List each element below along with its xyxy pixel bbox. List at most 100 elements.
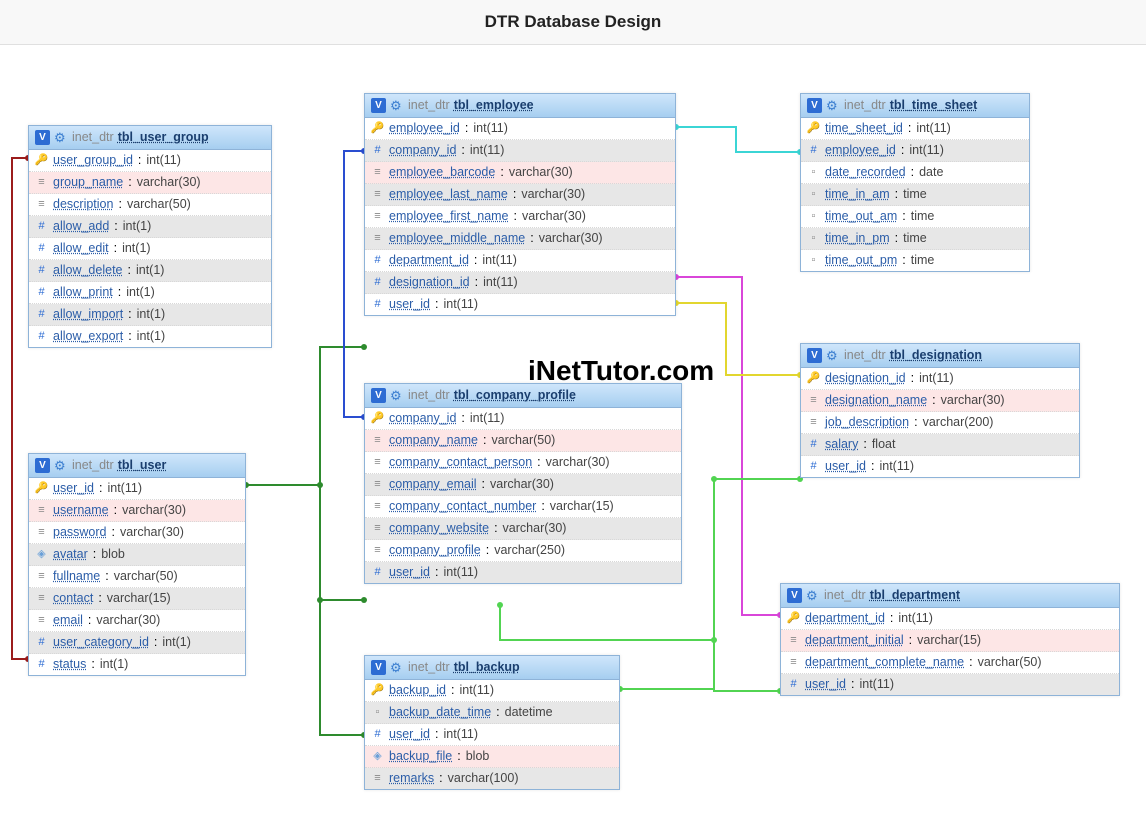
num-icon: # <box>35 636 48 649</box>
column-row: #designation_id:int(11) <box>365 272 675 294</box>
table-name[interactable]: tbl_department <box>870 589 960 602</box>
gear-icon[interactable]: ⚙ <box>390 661 404 675</box>
column-type: int(11) <box>459 684 494 697</box>
column-name: employee_barcode <box>389 166 495 179</box>
colon: : <box>435 728 438 741</box>
column-name: backup_date_time <box>389 706 491 719</box>
colon: : <box>461 144 464 157</box>
column-name: backup_file <box>389 750 452 763</box>
colon: : <box>114 242 117 255</box>
column-type: datetime <box>505 706 553 719</box>
table-header[interactable]: V⚙inet_dtr tbl_designation <box>801 344 1079 368</box>
table-header[interactable]: V⚙inet_dtr tbl_user_group <box>29 126 271 150</box>
gear-icon[interactable]: ⚙ <box>54 459 68 473</box>
column-row: ≡department_initial:varchar(15) <box>781 630 1119 652</box>
colon: : <box>88 614 91 627</box>
pk-icon: 🔑 <box>35 154 48 167</box>
column-type: int(11) <box>482 254 517 267</box>
table-name[interactable]: tbl_user <box>118 459 167 472</box>
connector-line <box>676 127 800 152</box>
table-name[interactable]: tbl_employee <box>454 99 534 112</box>
table-name[interactable]: tbl_time_sheet <box>890 99 978 112</box>
text-icon: ≡ <box>35 526 48 539</box>
gear-icon[interactable]: ⚙ <box>390 99 404 113</box>
column-row: #allow_delete:int(1) <box>29 260 271 282</box>
table-name[interactable]: tbl_backup <box>454 661 520 674</box>
table-department: V⚙inet_dtr tbl_department🔑department_id:… <box>780 583 1120 696</box>
v-icon: V <box>35 130 50 145</box>
column-row: ▫time_in_pm:time <box>801 228 1029 250</box>
table-header[interactable]: V⚙inet_dtr tbl_company_profile <box>365 384 681 408</box>
table-header[interactable]: V⚙inet_dtr tbl_backup <box>365 656 619 680</box>
db-prefix: inet_dtr <box>824 589 866 602</box>
column-name: department_initial <box>805 634 904 647</box>
column-name: allow_export <box>53 330 123 343</box>
colon: : <box>128 308 131 321</box>
watermark-text: iNetTutor.com <box>528 355 714 387</box>
colon: : <box>465 122 468 135</box>
colon: : <box>895 232 898 245</box>
colon: : <box>908 122 911 135</box>
date-icon: ▫ <box>807 210 820 223</box>
column-row: #user_id:int(11) <box>781 674 1119 695</box>
column-type: varchar(200) <box>923 416 994 429</box>
v-icon: V <box>371 660 386 675</box>
gear-icon[interactable]: ⚙ <box>54 131 68 145</box>
column-row: ≡contact:varchar(15) <box>29 588 245 610</box>
gear-icon[interactable]: ⚙ <box>806 589 820 603</box>
text-icon: ≡ <box>371 522 384 535</box>
column-row: ≡employee_middle_name:varchar(30) <box>365 228 675 250</box>
column-type: int(1) <box>122 242 150 255</box>
text-icon: ≡ <box>35 198 48 211</box>
column-row: ≡company_name:varchar(50) <box>365 430 681 452</box>
column-type: int(11) <box>470 144 505 157</box>
colon: : <box>902 254 905 267</box>
text-icon: ≡ <box>371 478 384 491</box>
column-row: #department_id:int(11) <box>365 250 675 272</box>
column-name: status <box>53 658 86 671</box>
table-name[interactable]: tbl_user_group <box>118 131 209 144</box>
gear-icon[interactable]: ⚙ <box>390 389 404 403</box>
colon: : <box>114 504 117 517</box>
v-icon: V <box>807 348 822 363</box>
db-prefix: inet_dtr <box>408 389 450 402</box>
connector-endpoint <box>317 482 323 488</box>
colon: : <box>439 772 442 785</box>
colon: : <box>514 210 517 223</box>
colon: : <box>118 286 121 299</box>
num-icon: # <box>35 658 48 671</box>
column-row: #allow_add:int(1) <box>29 216 271 238</box>
column-name: company_website <box>389 522 489 535</box>
column-type: date <box>919 166 943 179</box>
table-name[interactable]: tbl_company_profile <box>454 389 576 402</box>
text-icon: ≡ <box>807 394 820 407</box>
pk-icon: 🔑 <box>371 684 384 697</box>
table-name[interactable]: tbl_designation <box>890 349 982 362</box>
column-type: varchar(30) <box>503 522 567 535</box>
colon: : <box>435 566 438 579</box>
colon: : <box>496 706 499 719</box>
table-header[interactable]: V⚙inet_dtr tbl_user <box>29 454 245 478</box>
table-header[interactable]: V⚙inet_dtr tbl_department <box>781 584 1119 608</box>
column-name: remarks <box>389 772 434 785</box>
gear-icon[interactable]: ⚙ <box>826 99 840 113</box>
column-type: varchar(30) <box>522 210 586 223</box>
table-header[interactable]: V⚙inet_dtr tbl_employee <box>365 94 675 118</box>
column-type: varchar(30) <box>137 176 201 189</box>
column-name: employee_id <box>825 144 896 157</box>
column-name: user_category_id <box>53 636 149 649</box>
colon: : <box>99 482 102 495</box>
gear-icon[interactable]: ⚙ <box>826 349 840 363</box>
column-type: varchar(100) <box>448 772 519 785</box>
text-icon: ≡ <box>35 570 48 583</box>
table-header[interactable]: V⚙inet_dtr tbl_time_sheet <box>801 94 1029 118</box>
pk-icon: 🔑 <box>35 482 48 495</box>
column-name: designation_name <box>825 394 927 407</box>
text-icon: ≡ <box>787 634 800 647</box>
db-prefix: inet_dtr <box>408 99 450 112</box>
column-type: int(11) <box>916 122 951 135</box>
column-type: int(11) <box>898 612 933 625</box>
connector-endpoint <box>711 637 717 643</box>
column-row: ≡group_name:varchar(30) <box>29 172 271 194</box>
text-icon: ≡ <box>787 656 800 669</box>
